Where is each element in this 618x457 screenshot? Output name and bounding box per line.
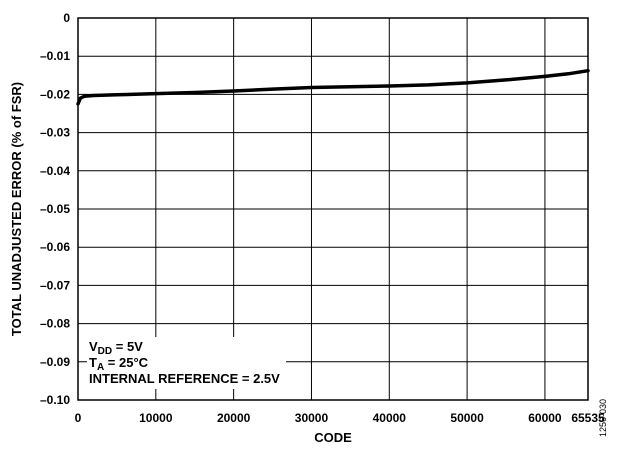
- x-tick-label: 65535: [571, 411, 605, 425]
- y-tick-label: –0.01: [40, 49, 70, 63]
- y-tick-label: –0.07: [40, 278, 70, 292]
- x-tick-label: 50000: [450, 411, 484, 425]
- series-group: [76, 68, 590, 106]
- reference-annotation: INTERNAL REFERENCE = 2.5V: [89, 371, 280, 386]
- y-tick-label: –0.03: [40, 126, 70, 140]
- y-tick-labels: 0 –0.01 –0.02 –0.03 –0.04 –0.05 –0.06 –0.07 –0.0…: [40, 11, 70, 407]
- conditions-annotation: VDD = 5V TA = 25°C INTERNAL REFERENCE = …: [87, 337, 286, 389]
- grid: [78, 18, 588, 400]
- figure-id: 1256-030: [598, 398, 608, 437]
- x-axis-label: CODE: [314, 430, 352, 445]
- vdd-annotation: VDD = 5V: [89, 339, 143, 357]
- x-tick-label: 60000: [528, 411, 562, 425]
- x-tick-label: 20000: [217, 411, 251, 425]
- x-tick-label: 40000: [373, 411, 407, 425]
- y-axis-label: TOTAL UNADJUSTED ERROR (% of FSR): [9, 82, 24, 336]
- y-tick-label: –0.05: [40, 202, 70, 216]
- y-tick-label: –0.08: [40, 317, 70, 331]
- x-tick-label: 30000: [295, 411, 329, 425]
- y-tick-label: 0: [63, 11, 70, 25]
- ta-annotation: TA = 25°C: [89, 355, 149, 373]
- x-tick-labels: 0 10000 20000 30000 40000 50000 60000 65535: [75, 411, 605, 425]
- x-tick-label: 10000: [139, 411, 173, 425]
- y-tick-label: –0.09: [40, 355, 70, 369]
- y-tick-label: –0.06: [40, 240, 70, 254]
- y-tick-label: –0.10: [40, 393, 70, 407]
- tue-series-line: [76, 68, 590, 106]
- y-tick-label: –0.02: [40, 87, 70, 101]
- x-tick-label: 0: [75, 411, 82, 425]
- y-tick-label: –0.04: [40, 164, 70, 178]
- plot-frame: [77, 17, 589, 401]
